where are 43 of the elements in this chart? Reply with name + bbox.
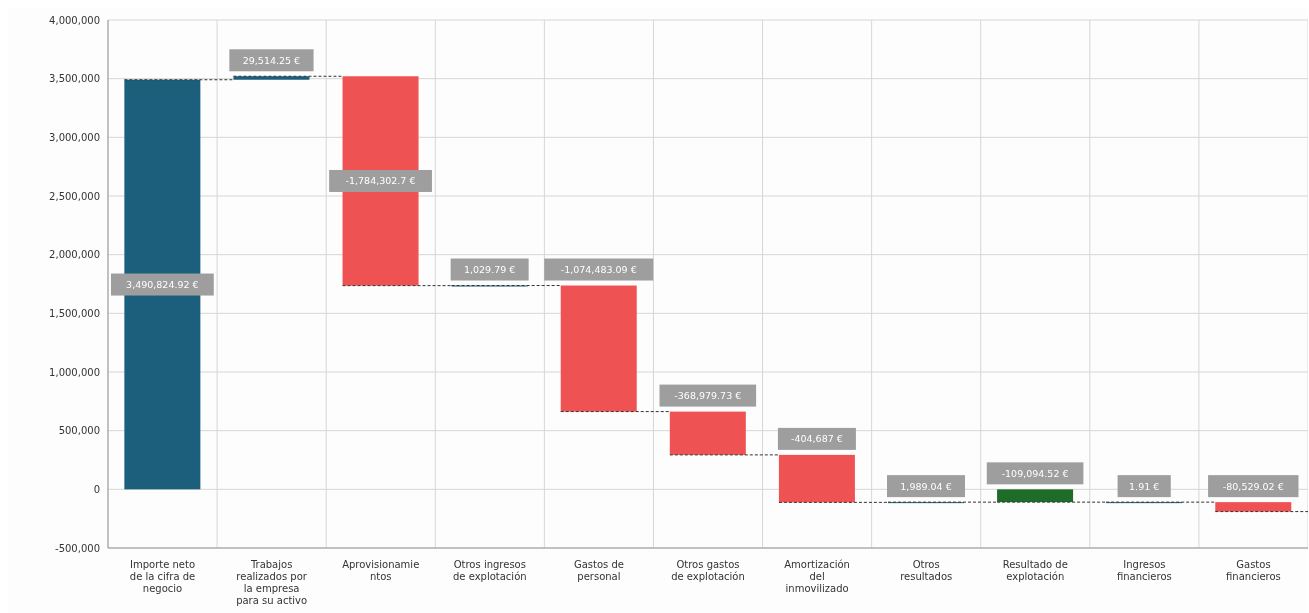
- y-tick-label: 3,000,000: [49, 131, 100, 143]
- data-label: -80,529.02 €: [1222, 480, 1284, 492]
- x-tick-label: Trabajos realizados por la empresa para su activo: [236, 559, 308, 606]
- x-tick-label: Amortización del inmovilizado: [784, 559, 850, 594]
- data-label: 1,989.04 €: [900, 480, 952, 492]
- value-tag: 1,029.79 €: [450, 258, 529, 281]
- value-tag: 29,514.25 €: [229, 49, 314, 72]
- data-label: 29,514.25 €: [242, 54, 301, 66]
- data-label: 1,029.79 €: [463, 264, 516, 276]
- y-tick-label: 0: [93, 483, 100, 495]
- data-label: 3,490,824.92 €: [126, 279, 199, 291]
- data-label: -404,687 €: [791, 433, 843, 445]
- data-label: -1,074,483.09 €: [560, 264, 637, 276]
- y-tick-label: -500,000: [55, 542, 100, 554]
- x-tick-label: Gastos de personal: [573, 559, 624, 582]
- value-tag: -404,687 €: [777, 427, 856, 450]
- y-tick-label: 4,000,000: [49, 14, 100, 26]
- x-tick-label: Importe neto de la cifra de negocio: [129, 559, 196, 594]
- value-tag: -1,074,483.09 €: [544, 258, 654, 281]
- y-tick-label: 2,500,000: [49, 190, 100, 202]
- value-tag: 1,989.04 €: [887, 475, 965, 498]
- x-tick-label: Ingresos financieros: [1116, 559, 1172, 582]
- y-tick-label: 3,500,000: [49, 73, 100, 85]
- value-tag: -109,094.52 €: [986, 462, 1084, 485]
- x-tick-label: Aprovisionamientos: [342, 559, 420, 582]
- data-label: -1,784,302.7 €: [345, 175, 416, 187]
- x-tick-label: Resultado de explotación: [1002, 559, 1068, 582]
- data-label: -109,094.52 €: [1001, 467, 1069, 479]
- value-tag: 1.91 €: [1117, 475, 1171, 498]
- y-tick-label: 500,000: [58, 425, 100, 437]
- x-tick-label: Otros resultados: [900, 559, 953, 582]
- y-tick-label: 1,000,000: [49, 366, 100, 378]
- x-tick-label: Gastos financieros: [1226, 559, 1281, 582]
- data-label: -368,979.73 €: [674, 390, 742, 402]
- x-tick-label: Otros gastos de explotación: [671, 559, 745, 582]
- value-tag: -80,529.02 €: [1208, 475, 1299, 498]
- data-label: 1.91 €: [1129, 480, 1160, 492]
- x-tick-label: Otros ingresos de explotación: [453, 559, 527, 582]
- y-tick-label: 1,500,000: [49, 307, 100, 319]
- value-tag: -368,979.73 €: [659, 384, 757, 407]
- value-tag: 3,490,824.92 €: [110, 273, 214, 296]
- value-tag: -1,784,302.7 €: [329, 169, 432, 192]
- y-tick-label: 2,000,000: [49, 249, 100, 261]
